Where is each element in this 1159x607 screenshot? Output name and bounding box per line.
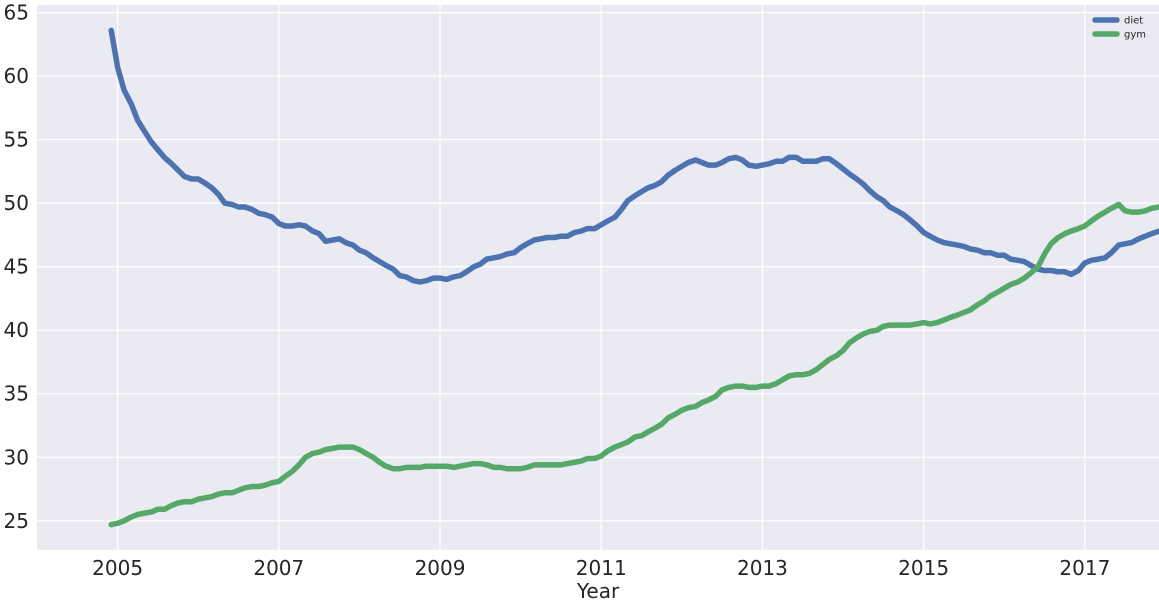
y-tick-label: 60 [4,64,29,88]
x-axis-title: Year [576,579,620,603]
legend: diet gym [1092,16,1146,41]
y-tick-label: 25 [4,509,29,533]
y-tick-label: 65 [4,1,29,25]
series-line-gym [108,201,1159,528]
y-tick-label: 55 [4,128,29,152]
x-axis-ticks: 2005 2007 2009 2011 2013 2015 2017 [92,556,1110,580]
x-tick-label: 2013 [737,556,788,580]
plot-area [37,5,1159,550]
grid [37,5,1159,550]
y-tick-label: 50 [4,191,29,215]
y-axis-ticks: 25 30 35 40 45 50 55 60 65 [4,1,29,533]
x-tick-label: 2017 [1059,556,1110,580]
x-tick-label: 2011 [576,556,627,580]
series-line-diet [108,27,1159,285]
x-tick-label: 2007 [253,556,304,580]
y-tick-label: 40 [4,318,29,342]
x-tick-label: 2005 [92,556,143,580]
legend-label-diet: diet [1124,16,1143,27]
y-tick-label: 30 [4,445,29,469]
y-tick-label: 45 [4,255,29,279]
series-lines [108,27,1159,528]
x-tick-label: 2009 [415,556,466,580]
legend-label-gym: gym [1124,30,1146,41]
y-tick-label: 35 [4,382,29,406]
x-tick-label: 2015 [898,556,949,580]
